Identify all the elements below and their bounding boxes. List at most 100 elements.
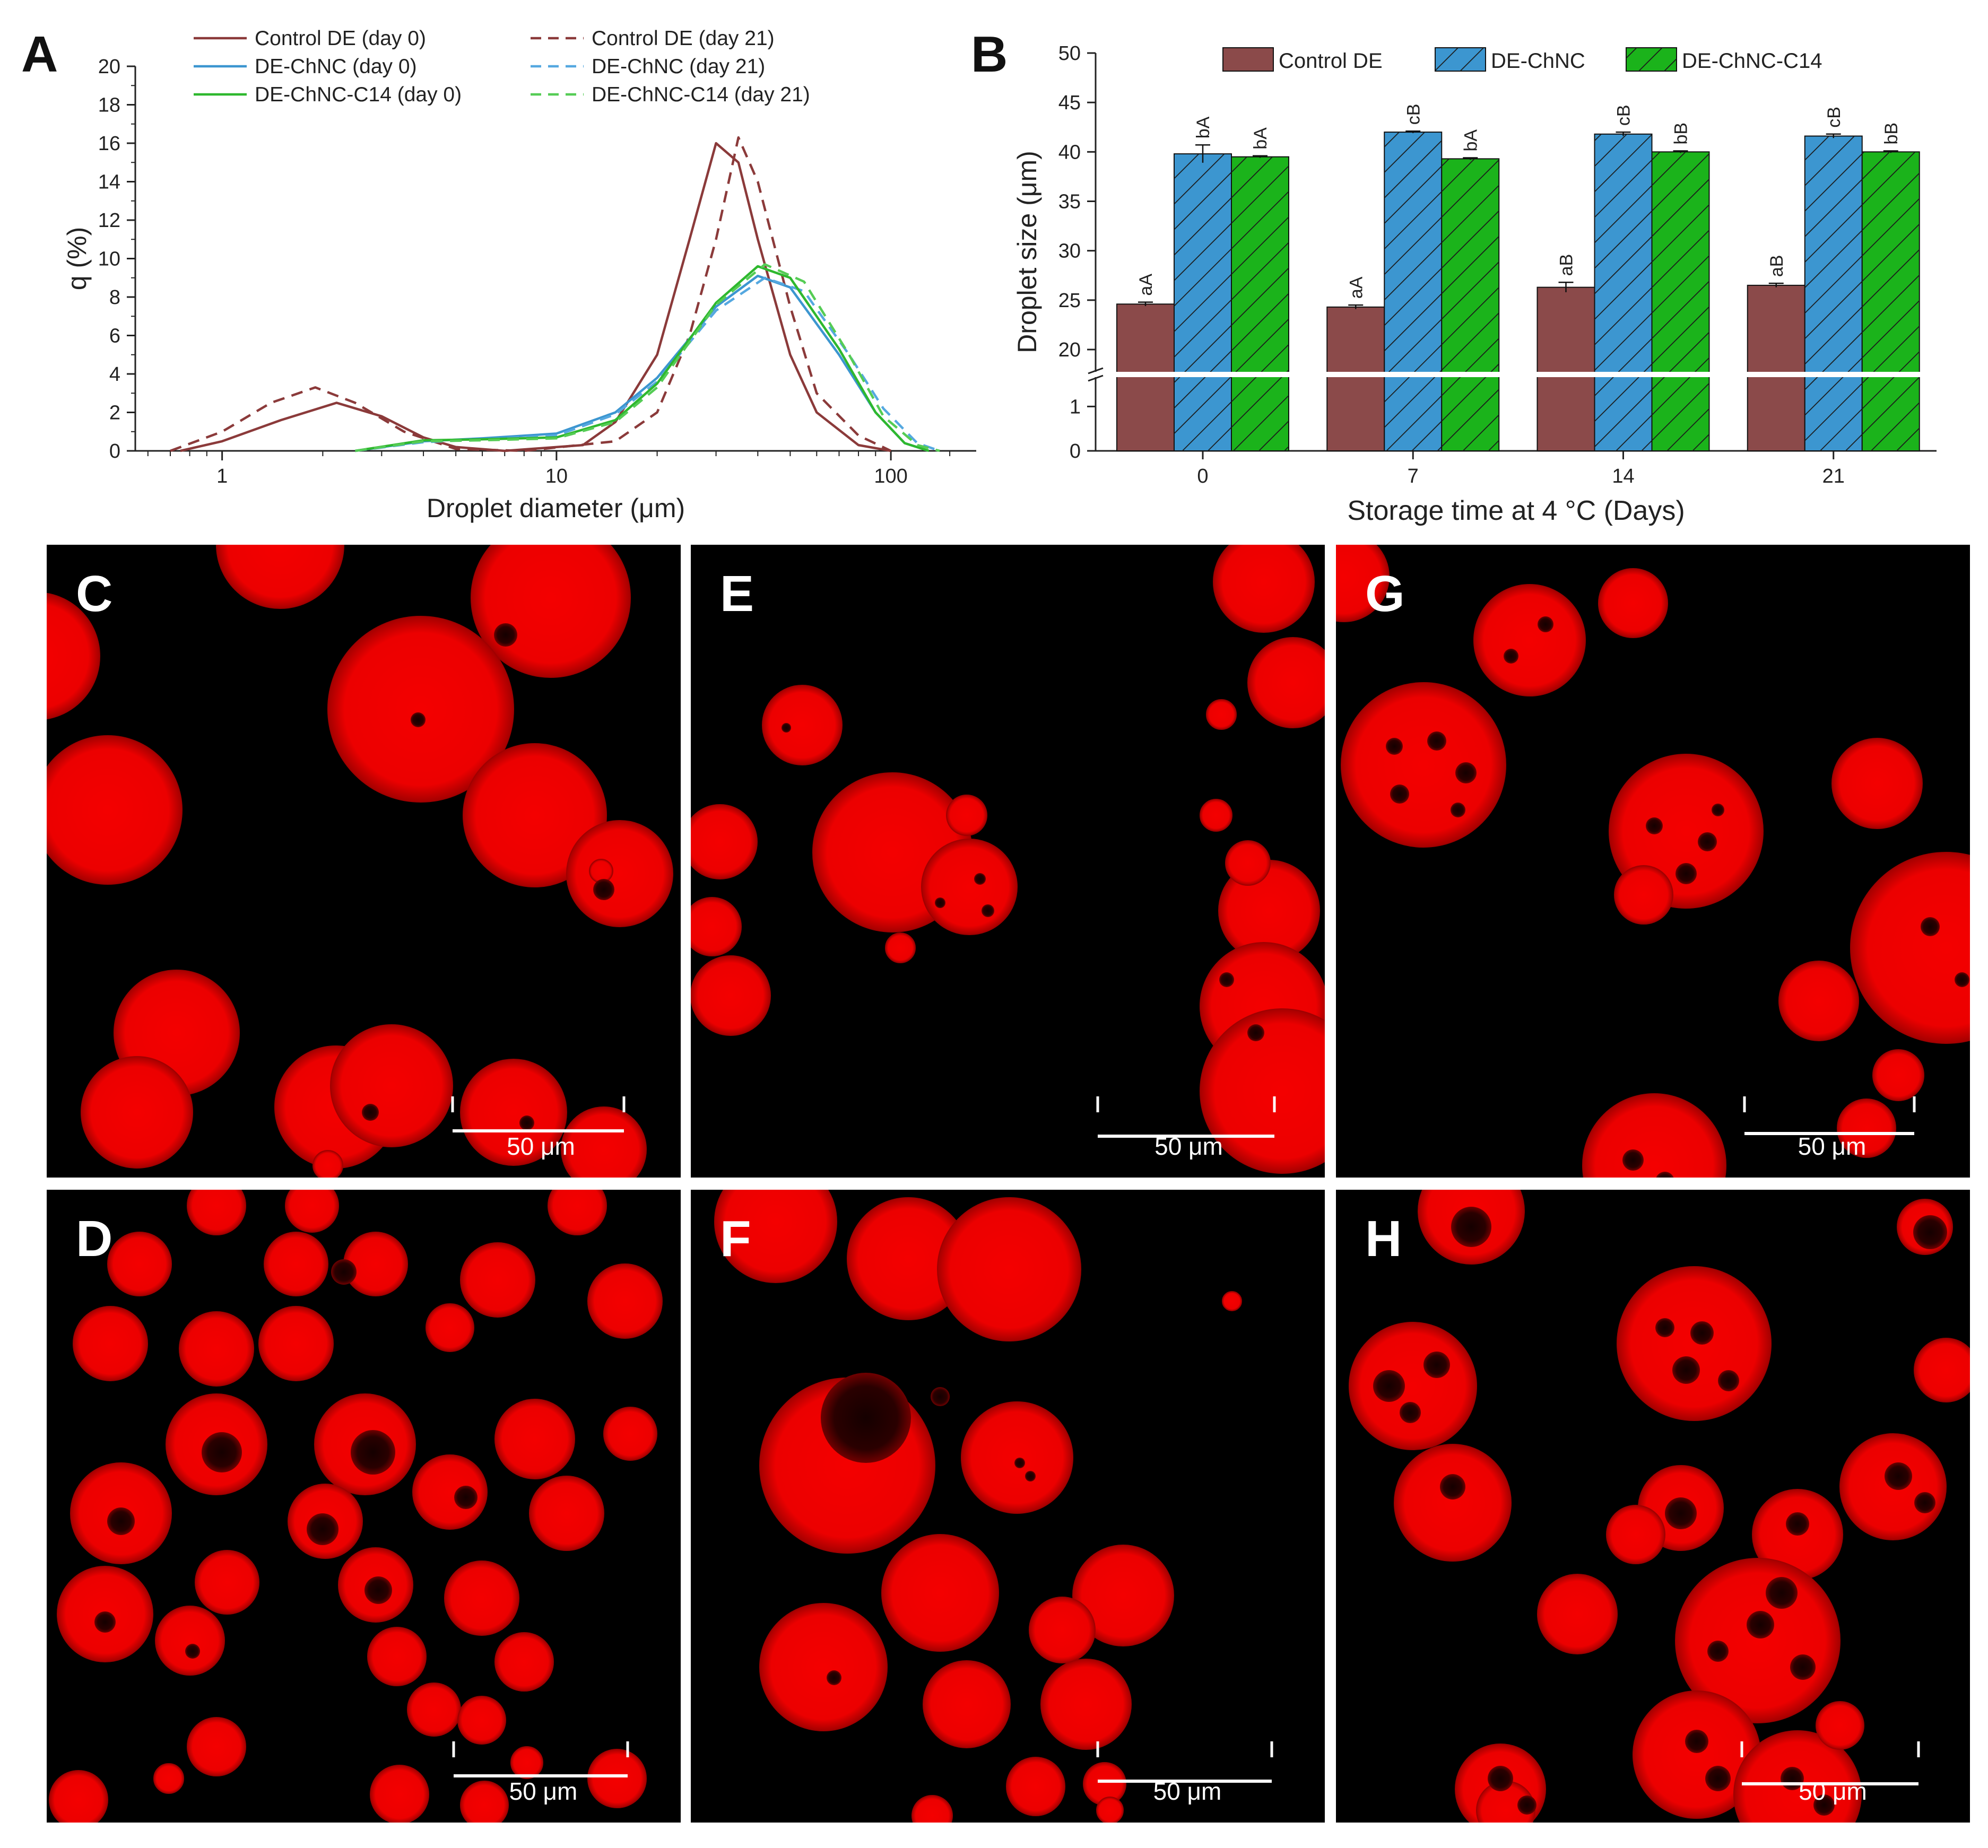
y-axis-label: q (%) — [62, 227, 92, 290]
droplet-inclusion — [1390, 784, 1409, 804]
droplet — [603, 1407, 657, 1461]
droplet — [463, 743, 607, 887]
significance-label: cB — [1824, 107, 1844, 128]
bar-control-de-day-14 — [1536, 286, 1595, 452]
y-tick-label: 0 — [109, 440, 120, 463]
droplet — [911, 1795, 953, 1823]
axis-break-mark — [1088, 367, 1104, 374]
bar-hatch — [1384, 132, 1442, 451]
droplet-inclusion — [1538, 616, 1553, 632]
droplet-inclusion — [1488, 1766, 1513, 1791]
series-line-2 — [170, 136, 892, 452]
droplet-inclusion — [1400, 1402, 1421, 1423]
droplet-inclusion — [1885, 1462, 1912, 1490]
x-tick-label: 21 — [1822, 465, 1845, 487]
significance-label: cB — [1403, 104, 1423, 125]
droplet-inclusion — [1622, 1149, 1644, 1171]
droplet — [47, 592, 100, 720]
droplet — [1850, 852, 1970, 1044]
significance-label: bA — [1461, 129, 1481, 152]
droplet-inclusion — [1813, 1794, 1835, 1816]
y-tick-label: 1 — [1070, 396, 1081, 418]
scale-bar-label: 50 μm — [1799, 1777, 1867, 1805]
x-tick-label: 1 — [216, 465, 228, 487]
droplet — [179, 1311, 254, 1387]
y-axis-label: Droplet size (μm) — [1012, 151, 1042, 353]
droplet-inclusion — [362, 1104, 379, 1121]
y-tick-label: 8 — [109, 286, 120, 309]
droplet — [264, 1232, 328, 1296]
droplet-inclusion — [593, 879, 614, 900]
legend-swatch-hatch — [1626, 48, 1677, 71]
droplet — [946, 795, 987, 836]
droplet-inclusion — [185, 1644, 200, 1659]
droplet — [407, 1683, 461, 1737]
micrograph-letter-e: E — [720, 565, 754, 622]
micrograph-panel-d: D 50 μm — [47, 1190, 681, 1823]
droplet-inclusion — [1219, 972, 1234, 987]
y-tick-label: 0 — [1070, 440, 1081, 463]
micrograph-content — [1336, 545, 1970, 1178]
legend-label: Control DE (day 21) — [592, 27, 775, 50]
micrograph-letter-f: F — [720, 1210, 751, 1267]
micrograph-content — [47, 545, 673, 1178]
droplet-inclusion — [1247, 1024, 1264, 1041]
droplet — [460, 1242, 535, 1318]
micrograph-letter-d: D — [76, 1210, 112, 1267]
micrograph-content — [49, 1190, 663, 1823]
y-tick-label: 2 — [109, 402, 120, 424]
x-tick-label: 100 — [874, 465, 907, 487]
droplet — [1341, 682, 1506, 848]
droplet — [1598, 568, 1668, 638]
droplet-inclusion — [1718, 1370, 1739, 1391]
y-tick-label: 35 — [1058, 191, 1081, 213]
droplet — [1606, 1505, 1665, 1564]
droplet-inclusion — [107, 1507, 135, 1535]
series-line-3 — [355, 274, 930, 452]
legend-label: Control DE (day 0) — [255, 27, 426, 50]
droplet-inclusion — [931, 1387, 950, 1406]
droplet — [1225, 840, 1271, 886]
droplet — [589, 859, 613, 883]
chart-a: 0 2 4 6 8 10 12 14 16 18 20 1 10 100 Droplet diameter … — [62, 27, 976, 523]
droplet — [1072, 1545, 1174, 1646]
droplet — [327, 616, 514, 803]
x-axis-label: Storage time at 4 °C (Days) — [1347, 495, 1685, 526]
droplet — [258, 1306, 334, 1381]
droplet — [1213, 545, 1315, 633]
bar-control-de-day-21 — [1747, 284, 1805, 451]
droplet-inclusion — [821, 1373, 911, 1463]
micrograph-content — [691, 545, 1325, 1174]
droplet — [566, 820, 673, 927]
legend-swatch — [1222, 47, 1274, 72]
bar-hatch — [1862, 152, 1920, 451]
droplet — [714, 1190, 837, 1283]
y-tick-label: 20 — [1058, 339, 1081, 361]
droplet — [587, 1263, 663, 1339]
bar-control-de-day-7 — [1326, 306, 1385, 451]
droplet — [1582, 1093, 1726, 1178]
scale-bar-label: 50 μm — [507, 1132, 575, 1160]
scale-bar-label: 50 μm — [509, 1777, 578, 1805]
droplet — [1778, 961, 1859, 1041]
droplet — [1222, 1291, 1242, 1311]
droplet-inclusion — [1698, 832, 1717, 851]
droplet — [1247, 637, 1325, 728]
x-tick-label: 7 — [1408, 465, 1419, 487]
droplet-inclusion — [1955, 972, 1969, 987]
panel-letter-b: B — [971, 26, 1008, 83]
micrograph-panel-c: C 50 μm — [47, 545, 681, 1178]
droplet-inclusion — [1685, 1730, 1708, 1753]
droplet — [762, 685, 843, 765]
micrograph-panel-g: G 50 μm — [1336, 545, 1970, 1178]
legend-label: DE-ChNC — [1491, 49, 1585, 73]
droplet — [494, 1632, 554, 1692]
droplet — [330, 1024, 453, 1147]
droplet — [1029, 1597, 1096, 1663]
droplet-inclusion — [1656, 1172, 1674, 1178]
significance-label: bB — [1881, 123, 1902, 145]
droplet-inclusion — [494, 623, 517, 647]
scale-bar-label: 50 μm — [1154, 1132, 1223, 1160]
droplet — [187, 1190, 246, 1235]
droplet-inclusion — [1712, 804, 1724, 816]
